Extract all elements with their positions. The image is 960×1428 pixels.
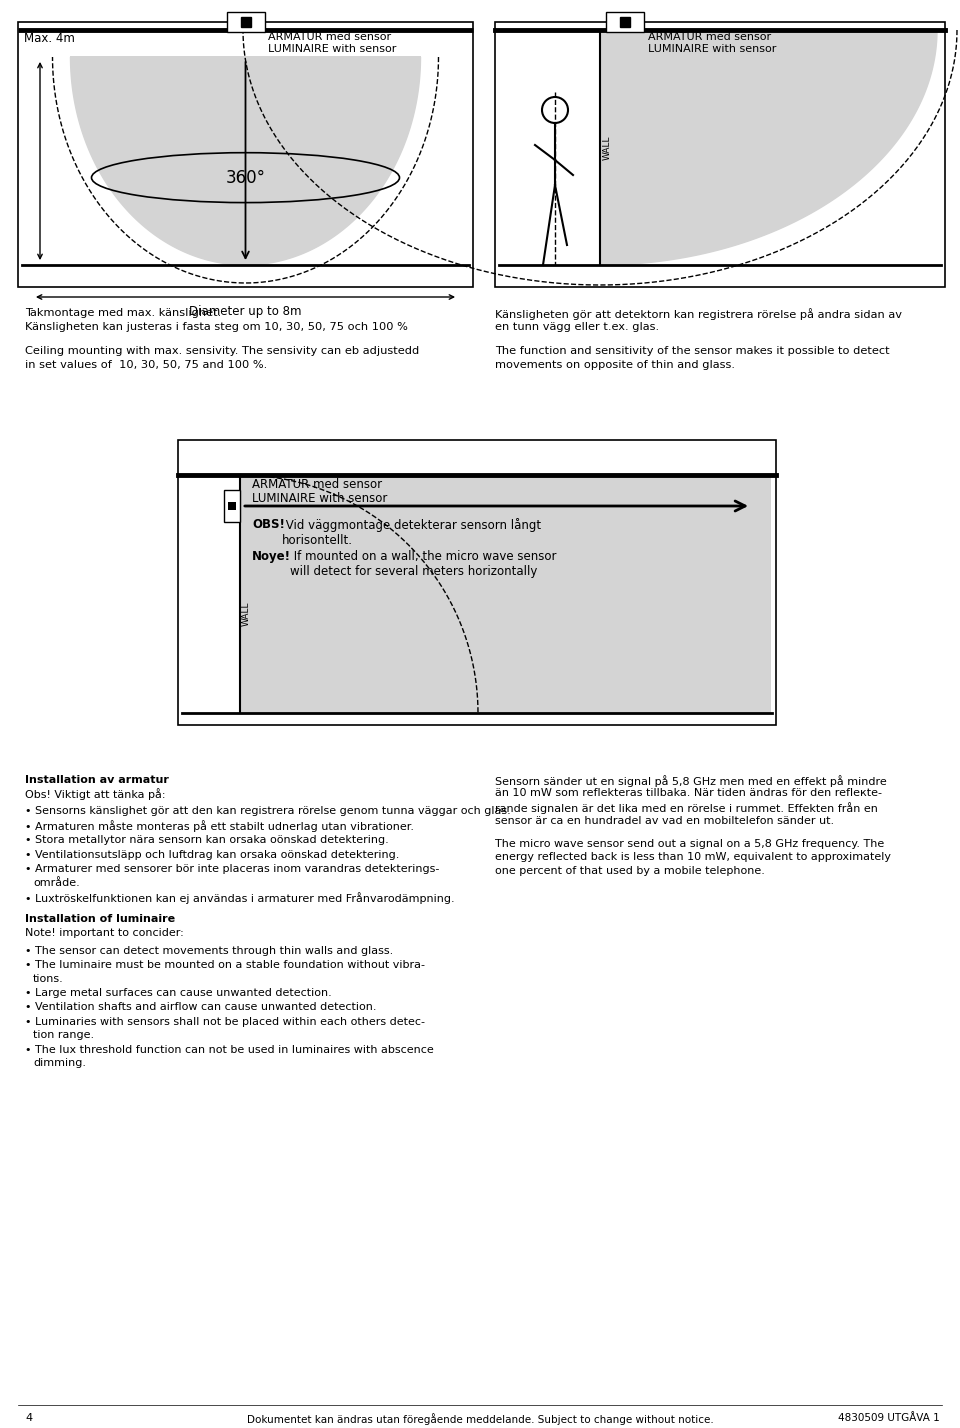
- Text: • Large metal surfaces can cause unwanted detection.: • Large metal surfaces can cause unwante…: [25, 988, 332, 998]
- Bar: [240, 476, 771, 713]
- Text: Sensorn sänder ut en signal på 5,8 GHz men med en effekt på mindre: Sensorn sänder ut en signal på 5,8 GHz m…: [495, 775, 887, 787]
- Bar: [495, 21, 945, 287]
- Text: Obs! Viktigt att tänka på:: Obs! Viktigt att tänka på:: [25, 788, 165, 801]
- Text: • Armaturer med sensorer bör inte placeras inom varandras detekterings-: • Armaturer med sensorer bör inte placer…: [25, 864, 440, 874]
- Text: Takmontage med max. känslighet.: Takmontage med max. känslighet.: [25, 308, 221, 318]
- Text: ARMATUR med sensor: ARMATUR med sensor: [648, 31, 771, 41]
- Text: movements on opposite of thin and glass.: movements on opposite of thin and glass.: [495, 360, 735, 370]
- Bar: [228, 503, 236, 510]
- Text: • Ventilation shafts and airflow can cause unwanted detection.: • Ventilation shafts and airflow can cau…: [25, 1002, 376, 1012]
- Text: rande signalen är det lika med en rörelse i rummet. Effekten från en: rande signalen är det lika med en rörels…: [495, 803, 877, 814]
- Text: ARMATUR med sensor: ARMATUR med sensor: [252, 478, 382, 491]
- Text: WALL: WALL: [603, 136, 612, 160]
- Text: • Stora metallytor nära sensorn kan orsaka oönskad detektering.: • Stora metallytor nära sensorn kan orsa…: [25, 835, 389, 845]
- Text: • Ventilationsutsläpp och luftdrag kan orsaka oönskad detektering.: • Ventilationsutsläpp och luftdrag kan o…: [25, 850, 399, 860]
- Text: dimming.: dimming.: [33, 1058, 86, 1068]
- Polygon shape: [600, 30, 937, 266]
- Text: Installation of luminaire: Installation of luminaire: [25, 914, 175, 924]
- Text: LUMINAIRE with sensor: LUMINAIRE with sensor: [648, 44, 777, 54]
- Text: tion range.: tion range.: [33, 1031, 94, 1041]
- Text: Diameter up to 8m: Diameter up to 8m: [189, 306, 301, 318]
- Text: 4830509 UTGÅVA 1: 4830509 UTGÅVA 1: [838, 1412, 940, 1422]
- Text: in set values of  10, 30, 50, 75 and 100 %.: in set values of 10, 30, 50, 75 and 100 …: [25, 360, 267, 370]
- Text: en tunn vägg eller t.ex. glas.: en tunn vägg eller t.ex. glas.: [495, 321, 660, 331]
- Text: Vid väggmontage detekterar sensorn långt
horisontellt.: Vid väggmontage detekterar sensorn långt…: [282, 518, 541, 547]
- Text: Max. 4m: Max. 4m: [24, 31, 75, 46]
- Text: one percent of that used by a mobile telephone.: one percent of that used by a mobile tel…: [495, 865, 765, 875]
- Text: • The lux threshold function can not be used in luminaires with abscence: • The lux threshold function can not be …: [25, 1045, 434, 1055]
- Text: OBS!: OBS!: [252, 518, 285, 531]
- Text: WALL: WALL: [242, 601, 251, 627]
- Text: • Luxtröskelfunktionen kan ej användas i armaturer med Frånvarodämpning.: • Luxtröskelfunktionen kan ej användas i…: [25, 892, 455, 904]
- Text: ARMATUR med sensor: ARMATUR med sensor: [269, 31, 392, 41]
- Text: • The luminaire must be mounted on a stable foundation without vibra-: • The luminaire must be mounted on a sta…: [25, 960, 425, 970]
- Text: If mounted on a wall, the micro wave sensor
will detect for several meters horiz: If mounted on a wall, the micro wave sen…: [290, 550, 557, 578]
- Text: • The sensor can detect movements through thin walls and glass.: • The sensor can detect movements throug…: [25, 945, 394, 955]
- Bar: [620, 17, 630, 27]
- Text: The micro wave sensor send out a signal on a 5,8 GHz frequency. The: The micro wave sensor send out a signal …: [495, 840, 884, 850]
- Text: • Luminaries with sensors shall not be placed within each others detec-: • Luminaries with sensors shall not be p…: [25, 1017, 425, 1027]
- Text: Note! important to concider:: Note! important to concider:: [25, 928, 183, 938]
- Text: Ceiling mounting with max. sensivity. The sensivity can eb adjustedd: Ceiling mounting with max. sensivity. Th…: [25, 346, 420, 356]
- Bar: [227, 11, 265, 31]
- Text: The function and sensitivity of the sensor makes it possible to detect: The function and sensitivity of the sens…: [495, 346, 890, 356]
- Bar: [18, 21, 473, 287]
- Text: energy reflected back is less than 10 mW, equivalent to approximately: energy reflected back is less than 10 mW…: [495, 853, 891, 863]
- Text: Noye!: Noye!: [252, 550, 291, 563]
- Text: Känsligheten kan justeras i fasta steg om 10, 30, 50, 75 och 100 %: Känsligheten kan justeras i fasta steg o…: [25, 321, 408, 331]
- Bar: [241, 17, 251, 27]
- Text: 4: 4: [25, 1412, 32, 1422]
- Text: än 10 mW som reflekteras tillbaka. När tiden ändras för den refleкte-: än 10 mW som reflekteras tillbaka. När t…: [495, 788, 882, 798]
- Text: Känsligheten gör att detektorn kan registrera rörelse på andra sidan av: Känsligheten gör att detektorn kan regis…: [495, 308, 902, 320]
- Text: Dokumentet kan ändras utan föregående meddelande. Subject to change without noti: Dokumentet kan ändras utan föregående me…: [247, 1412, 713, 1425]
- Text: sensor är ca en hundradel av vad en mobiltelefon sänder ut.: sensor är ca en hundradel av vad en mobi…: [495, 815, 834, 825]
- Text: 360°: 360°: [226, 169, 266, 187]
- Bar: [178, 440, 776, 725]
- Text: • Sensorns känslighet gör att den kan registrera rörelse genom tunna väggar och : • Sensorns känslighet gör att den kan re…: [25, 805, 511, 815]
- Text: tions.: tions.: [33, 974, 63, 984]
- Text: område.: område.: [33, 877, 80, 887]
- Text: LUMINAIRE with sensor: LUMINAIRE with sensor: [252, 493, 388, 506]
- Polygon shape: [70, 57, 420, 266]
- Text: LUMINAIRE with sensor: LUMINAIRE with sensor: [269, 44, 396, 54]
- Bar: [224, 490, 240, 523]
- Bar: [606, 11, 644, 31]
- Text: • Armaturen måste monteras på ett stabilt udnerlag utan vibrationer.: • Armaturen måste monteras på ett stabil…: [25, 821, 414, 833]
- Text: Installation av armatur: Installation av armatur: [25, 775, 169, 785]
